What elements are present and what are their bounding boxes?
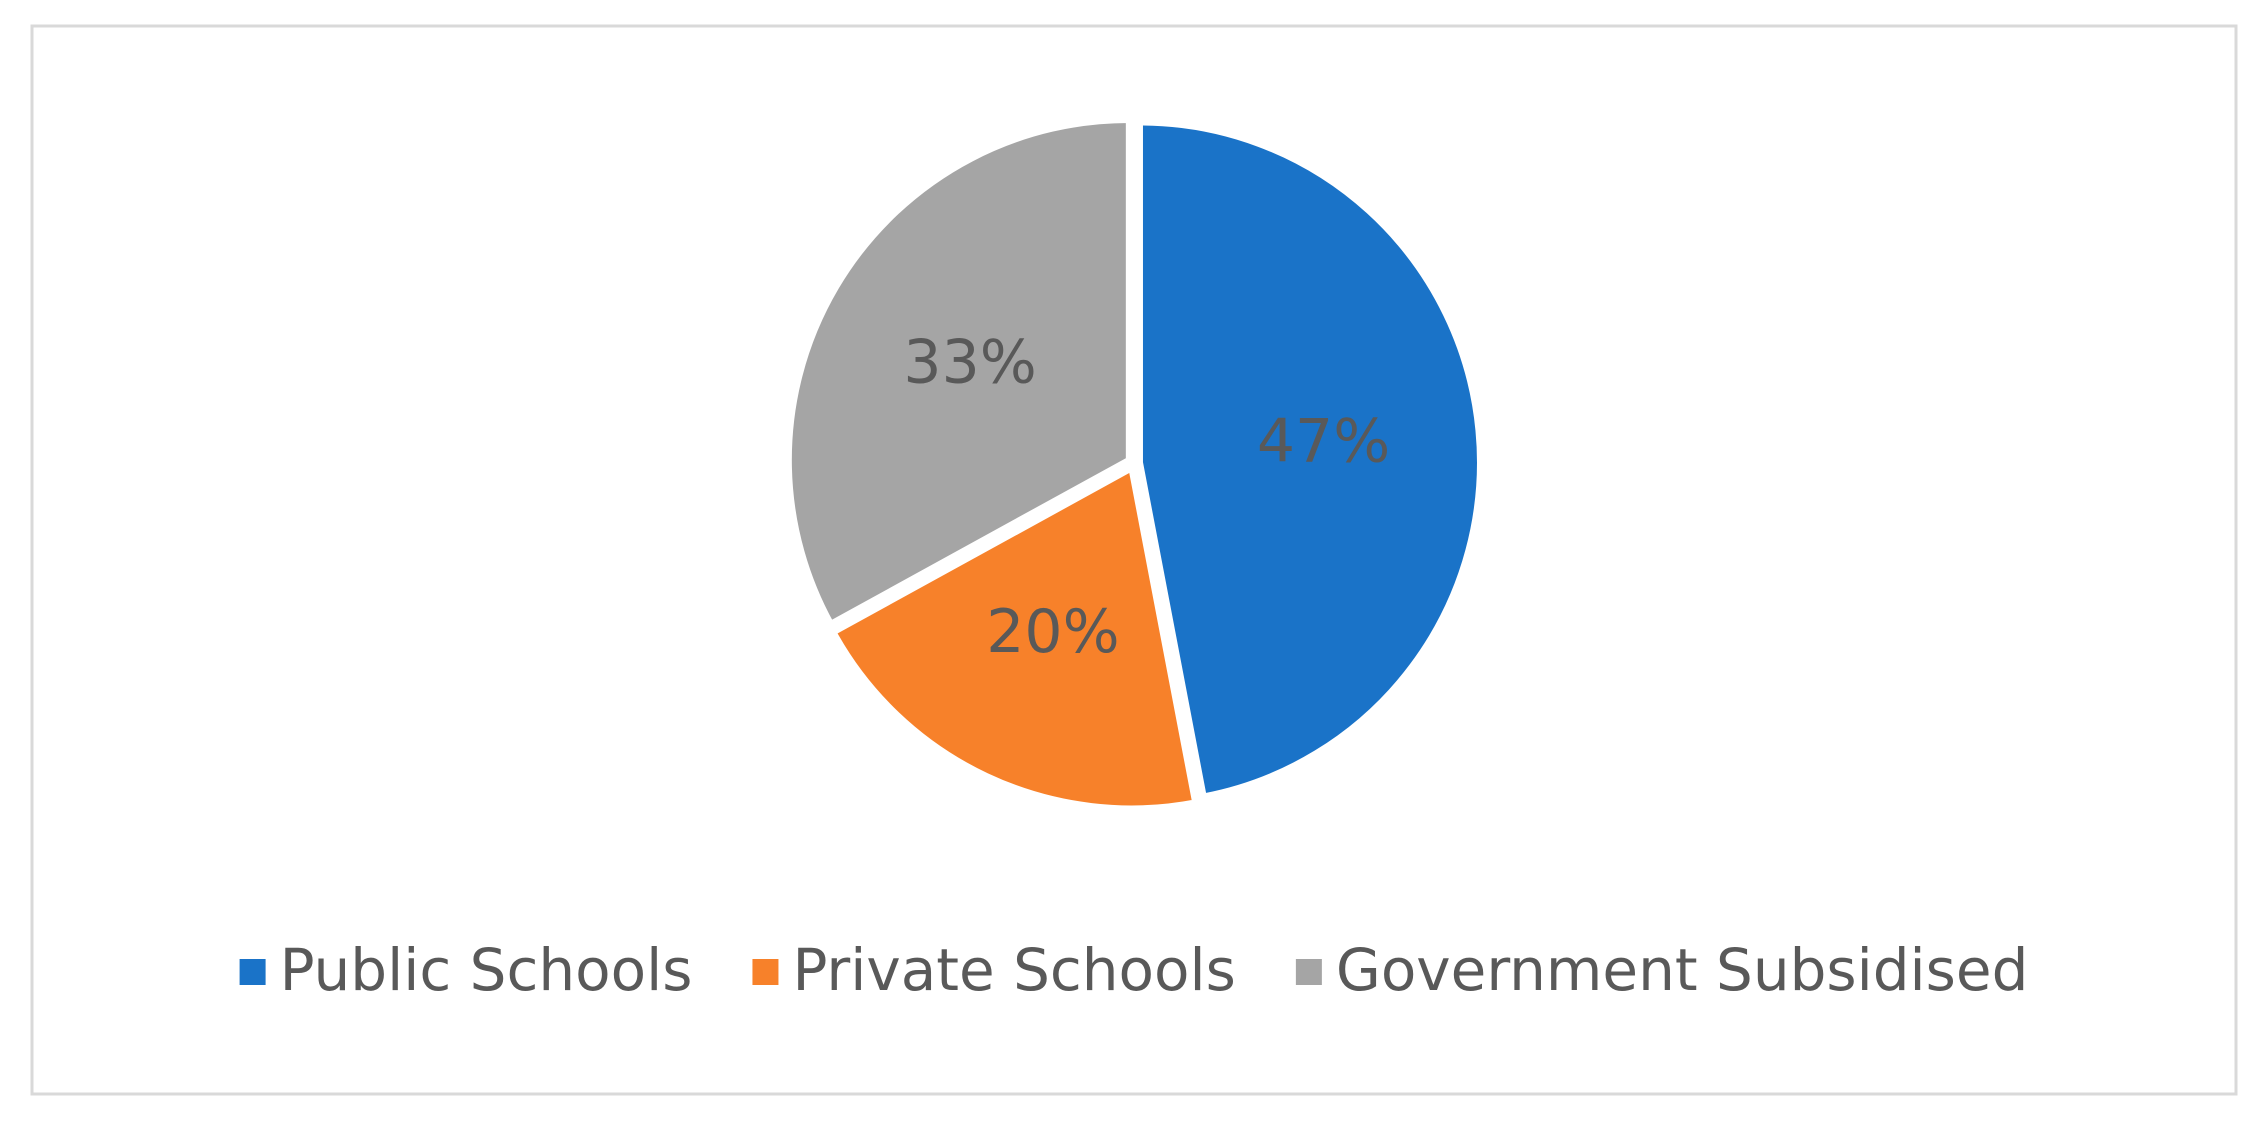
legend-label: Private Schools xyxy=(792,936,1235,1004)
legend: Public Schools Private Schools Government … xyxy=(239,936,2029,1004)
data-label: 33% xyxy=(903,328,1036,398)
data-label: 47% xyxy=(1257,407,1390,477)
legend-swatch xyxy=(752,959,779,985)
pie-slice xyxy=(1136,119,1483,800)
data-label: 20% xyxy=(986,597,1119,667)
pie-slice xyxy=(829,463,1199,812)
legend-label: Government Subsidised xyxy=(1336,936,2029,1004)
pie: 47% 20% 33% xyxy=(785,116,1483,812)
legend-label: Public Schools xyxy=(280,936,693,1004)
legend-swatch xyxy=(239,959,266,985)
pie-slice xyxy=(785,116,1132,628)
legend-swatch xyxy=(1295,959,1322,985)
